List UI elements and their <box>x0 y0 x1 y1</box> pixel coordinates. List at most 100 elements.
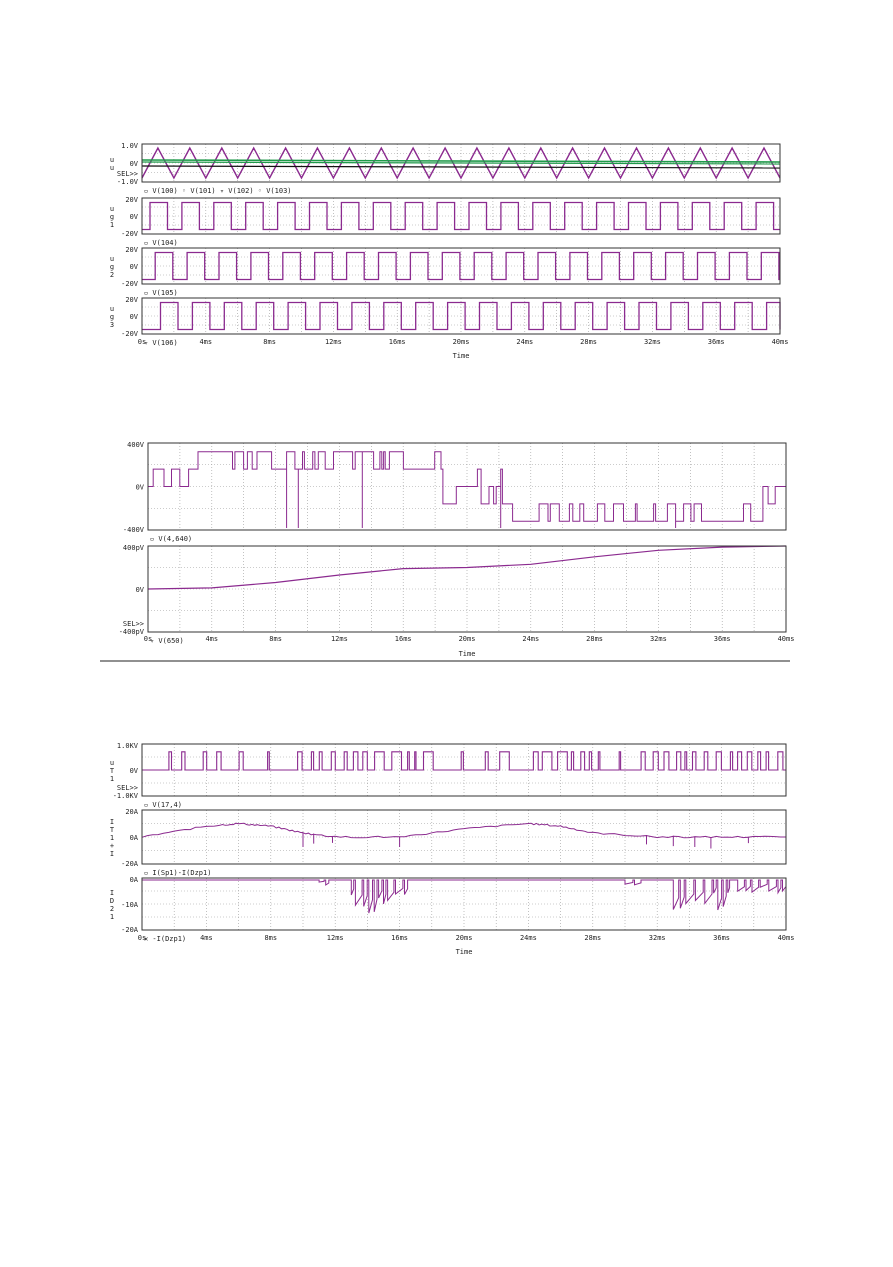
series-v103 <box>141 165 781 169</box>
x-tick-label: 40ms <box>772 338 789 346</box>
x-tick-label: 24ms <box>516 338 533 346</box>
y-axis-label: u <box>110 305 114 313</box>
y-axis-label: I <box>110 850 114 858</box>
x-tick-label: 0s <box>144 635 152 643</box>
x-tick-label: 8ms <box>263 338 276 346</box>
series-v4-640 <box>148 451 786 528</box>
y-axis-label: u <box>110 164 114 172</box>
y-tick-label: 0V <box>130 313 139 321</box>
x-tick-label: 40ms <box>778 635 795 643</box>
series-v650 <box>147 545 787 590</box>
y-tick-label: -20A <box>121 860 139 868</box>
y-tick-label: 0V <box>136 484 145 492</box>
y-tick-label: -20V <box>121 330 139 338</box>
y-tick-label: 400V <box>127 441 145 449</box>
x-tick-label: 20ms <box>453 338 470 346</box>
x-tick-label: 36ms <box>708 338 725 346</box>
x-tick-label: 36ms <box>713 934 730 942</box>
x-tick-label: 16ms <box>395 635 412 643</box>
panel-1-4: 20V 0V -20V ug3 ▿ V(106) <box>110 296 781 347</box>
y-tick-label: -400pV <box>119 628 145 636</box>
panel-frame <box>141 197 781 235</box>
y-axis-label: T <box>110 767 115 775</box>
y-axis-label: T <box>110 826 115 834</box>
y-axis-label: D <box>110 897 114 905</box>
y-tick-label: 20V <box>125 246 138 254</box>
x-tick-label: 28ms <box>584 934 601 942</box>
y-axis-label: 2 <box>110 271 114 279</box>
y-tick-label: 0V <box>130 263 139 271</box>
series-square <box>142 201 780 231</box>
series-v101 <box>141 159 781 163</box>
x-tick-label: 36ms <box>714 635 731 643</box>
x-tick-label: 24ms <box>522 635 539 643</box>
panel-frame <box>147 442 787 531</box>
y-tick-label: -20A <box>121 926 139 934</box>
x-tick-label: 12ms <box>327 934 344 942</box>
y-axis-label: I <box>110 818 114 826</box>
y-tick-label: 0V <box>136 586 145 594</box>
series-v17-4 <box>142 751 786 771</box>
series-square <box>142 301 781 331</box>
series-square <box>142 251 780 281</box>
legend-entry: ▫ V(104) <box>144 239 178 247</box>
y-tick-label: 0A <box>130 876 139 884</box>
y-axis-label: g <box>110 213 114 221</box>
x-tick-label: 28ms <box>580 338 597 346</box>
x-tick-label: 32ms <box>650 635 667 643</box>
figure-2: 400V 0V -400V ▫ V(4,640) 400pV 0V SEL>>-400pV ▿… <box>100 441 795 662</box>
legend-entry: ▫ V(4,640) <box>150 535 192 543</box>
panel-frame <box>141 809 787 865</box>
x-tick-label: 0s <box>138 338 146 346</box>
legend-entry: ▫ V(17,4) <box>144 801 182 809</box>
series-v102 <box>141 161 781 165</box>
y-tick-label: SEL>> <box>117 170 138 178</box>
panel-frame <box>141 743 787 797</box>
panel-1-3: 20V 0V -20V ug2 ▫ V(105) <box>110 246 781 297</box>
y-tick-label: -1.0V <box>117 178 139 186</box>
x-axis-label: Time <box>453 352 470 360</box>
y-axis-label: + <box>110 842 114 850</box>
y-tick-label: 0A <box>130 834 139 842</box>
y-axis-label: g <box>110 263 114 271</box>
x-axis-label: Time <box>459 650 476 658</box>
y-axis-label: u <box>110 759 114 767</box>
y-tick-label: 20V <box>125 296 138 304</box>
y-tick-label: 400pV <box>123 544 145 552</box>
y-tick-label: 1.0KV <box>117 742 139 750</box>
panel-frame <box>147 545 787 633</box>
x-tick-label: 20ms <box>456 934 473 942</box>
y-tick-label: 0V <box>130 213 139 221</box>
legend-entry: ▫ V(105) <box>144 289 178 297</box>
x-tick-label: 4ms <box>205 635 218 643</box>
panel-frame <box>141 877 787 931</box>
panel-frame <box>141 297 781 335</box>
y-tick-label: 0V <box>130 767 139 775</box>
y-tick-label: 20V <box>125 196 138 204</box>
x-tick-label: 20ms <box>459 635 476 643</box>
legend-entry: ▫ I(Sp1)-I(Dzp1) <box>144 869 211 877</box>
x-tick-label: 8ms <box>264 934 277 942</box>
y-axis-label: 2 <box>110 905 114 913</box>
y-tick-label: SEL>> <box>117 784 138 792</box>
y-axis-label: I <box>110 889 114 897</box>
y-tick-label: -20V <box>121 280 139 288</box>
x-tick-label: 24ms <box>520 934 537 942</box>
y-axis-label: 1 <box>110 913 114 921</box>
x-tick-label: 32ms <box>649 934 666 942</box>
y-tick-label: 1.0V <box>121 142 139 150</box>
x-axis-label: Time <box>456 948 473 956</box>
x-tick-label: 32ms <box>644 338 661 346</box>
x-tick-label: 0s <box>138 934 146 942</box>
x-tick-label: 40ms <box>778 934 795 942</box>
legend-entry: ▫ V(100) ◦ V(101) ▿ V(102) ◦ V(103) <box>144 187 292 195</box>
y-axis-label: u <box>110 205 114 213</box>
y-tick-label: SEL>> <box>123 620 144 628</box>
panel-2-1: 400V 0V -400V ▫ V(4,640) <box>123 441 787 543</box>
